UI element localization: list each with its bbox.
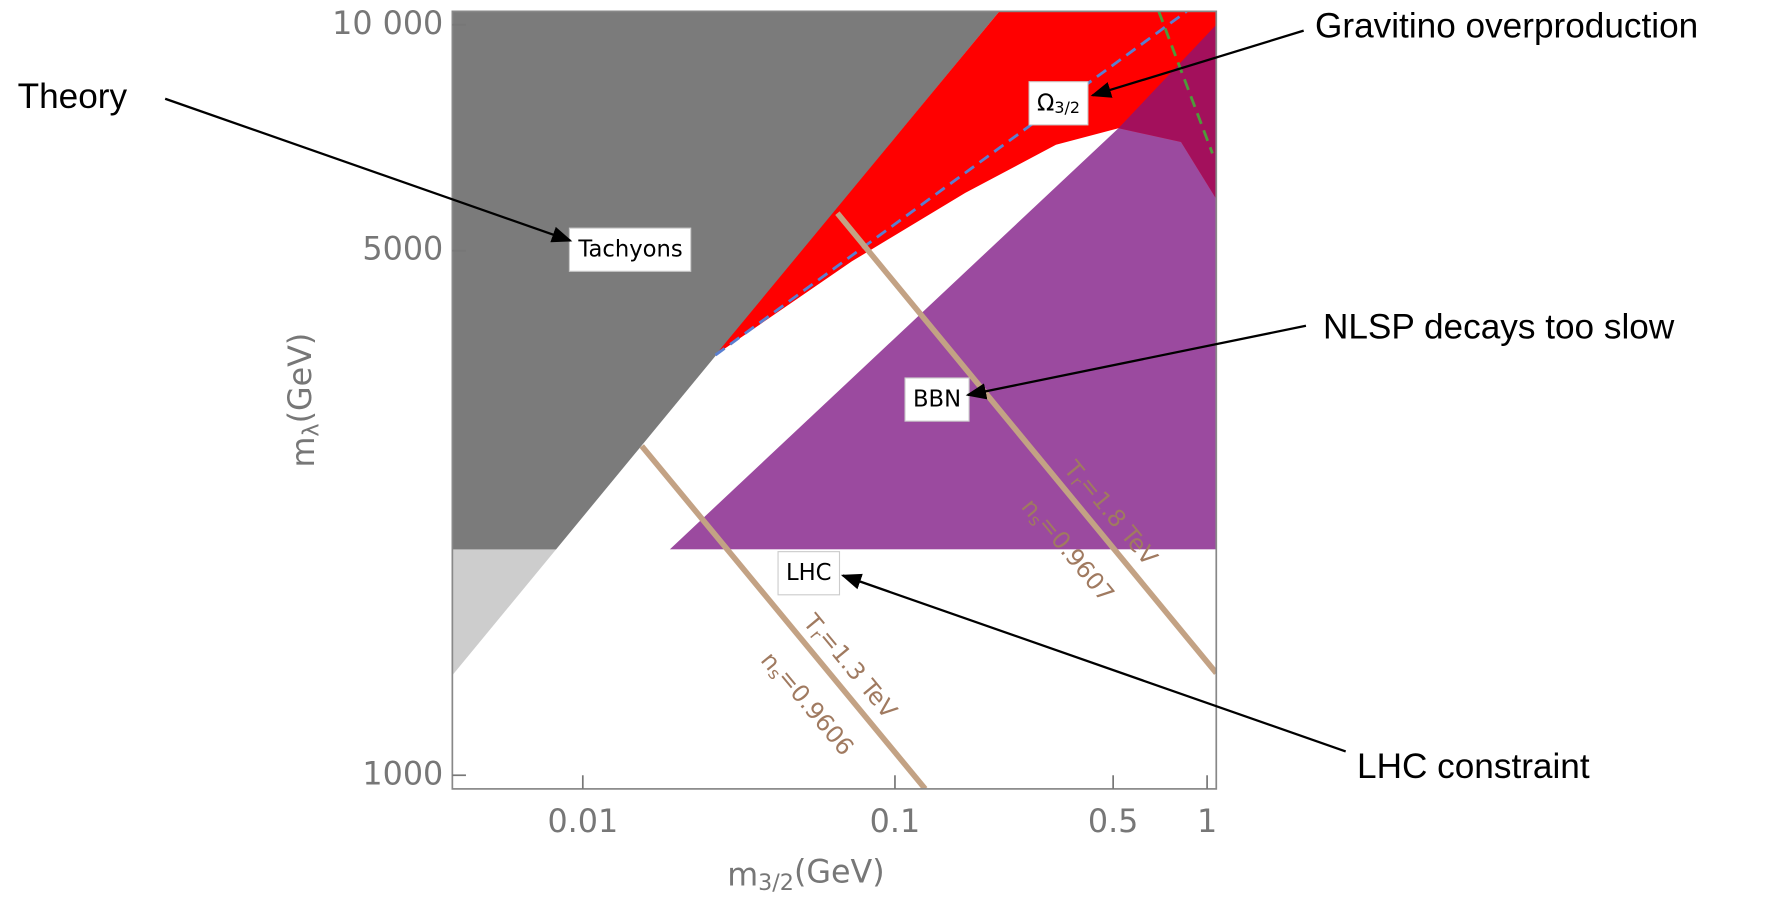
text-part: m — [727, 857, 758, 893]
region-label: Ω3/2 — [1028, 81, 1089, 126]
annotation-arrow — [164, 97, 573, 243]
x-tick-label: 0.1 — [870, 804, 921, 840]
text-part: BBN — [913, 386, 961, 412]
contour-line — [835, 211, 1217, 675]
text-part: 3/2 — [1054, 98, 1080, 117]
region-label: LHC — [777, 551, 841, 596]
annotation: Theory — [18, 77, 128, 116]
label-box — [904, 377, 970, 422]
contour-line — [639, 444, 928, 789]
region-label: Tachyons — [568, 227, 692, 272]
y-tick-label: 1000 — [362, 756, 443, 792]
text-part: 3/2 — [758, 869, 794, 895]
region-label: BBN — [904, 377, 970, 422]
label-box — [568, 227, 692, 272]
label-text: Tachyons — [577, 236, 682, 262]
label-text: Ω3/2 — [1037, 90, 1080, 117]
annotation-arrow — [1090, 29, 1305, 98]
text-part: Ω — [1037, 90, 1054, 116]
y-axis-title: mλ(GeV) — [283, 333, 324, 468]
x-tick-label: 1 — [1197, 804, 1217, 840]
text-part: LHC — [786, 560, 832, 586]
contour-line — [1157, 11, 1214, 154]
plot-frame — [451, 10, 1218, 790]
text-part: λ — [298, 423, 324, 436]
label-text: LHC — [786, 560, 832, 586]
x-tick-label: 0.01 — [547, 804, 618, 840]
region — [452, 549, 1217, 789]
x-axis-title: m3/2(GeV) — [727, 854, 884, 895]
x-tick-label: 0.5 — [1088, 804, 1139, 840]
plot-area — [452, 11, 1217, 789]
annotation-arrow — [840, 573, 1347, 753]
text-part: m — [286, 437, 322, 468]
annotation: Gravitino overproduction — [1315, 7, 1698, 46]
contour-line — [714, 11, 1188, 357]
text-part: Tachyons — [577, 236, 682, 262]
region — [1118, 24, 1217, 199]
y-tick-label: 5000 — [362, 232, 443, 268]
text-part: (GeV) — [794, 854, 885, 890]
text-part: (GeV) — [283, 333, 319, 424]
annotation: LHC constraint — [1357, 747, 1590, 786]
label-box — [1028, 81, 1089, 126]
annotation-arrow — [965, 324, 1307, 400]
label-box — [777, 551, 841, 596]
y-tick-label: 10 000 — [332, 6, 443, 42]
label-text: BBN — [913, 386, 961, 412]
annotation: NLSP decays too slow — [1323, 307, 1675, 346]
